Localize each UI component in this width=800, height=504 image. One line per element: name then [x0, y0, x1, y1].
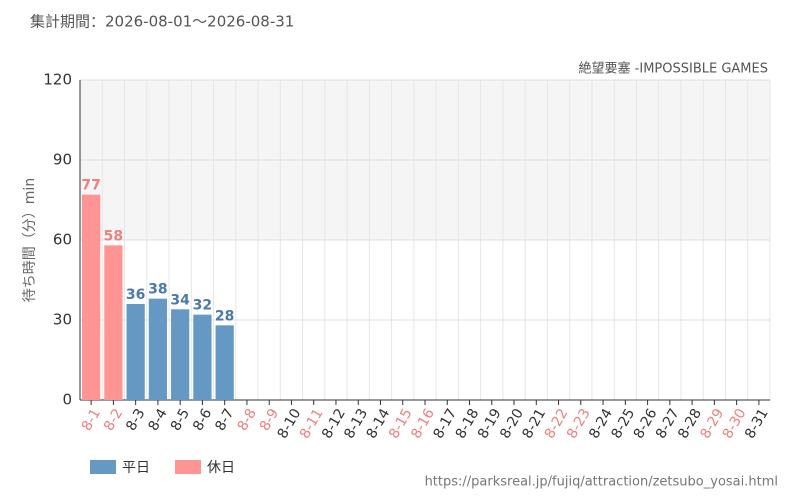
- data-label: 38: [148, 282, 167, 298]
- y-tick-label: 30: [53, 311, 72, 329]
- source-url: https://parksreal.jp/fujiq/attraction/ze…: [425, 475, 778, 490]
- y-tick-label: 0: [62, 391, 72, 409]
- plot-band: [80, 80, 770, 160]
- legend-swatch: [90, 460, 116, 474]
- x-tick-label: 8-3: [123, 406, 148, 434]
- x-tick-label: 8-8: [235, 406, 260, 434]
- x-tick-label: 8-6: [190, 406, 215, 434]
- bar: [193, 314, 212, 400]
- legend-label: 休日: [207, 460, 235, 476]
- x-tick-label: 8-1: [79, 406, 104, 434]
- x-tick-label: 8-2: [101, 406, 126, 434]
- bar: [126, 304, 145, 400]
- y-tick-label: 90: [53, 151, 72, 169]
- plot-band: [80, 160, 770, 240]
- legend-swatch: [175, 460, 201, 474]
- bar: [215, 325, 234, 400]
- data-label: 36: [126, 287, 145, 303]
- data-label: 32: [193, 298, 212, 314]
- x-tick-label: 8-5: [168, 406, 193, 434]
- data-label: 58: [104, 228, 123, 244]
- x-tick-label: 8-4: [146, 406, 171, 434]
- data-label: 34: [170, 292, 190, 308]
- x-tick-label: 8-31: [742, 406, 772, 442]
- bar: [171, 309, 190, 400]
- legend-label: 平日: [122, 460, 150, 476]
- bar: [148, 298, 168, 400]
- data-label: 28: [215, 308, 234, 324]
- data-label: 77: [81, 178, 100, 194]
- bar: [82, 194, 101, 400]
- y-tick-label: 60: [53, 231, 72, 249]
- bar: [104, 245, 123, 400]
- y-axis-label: 待ち時間（分）min: [22, 178, 38, 302]
- chart-title: 絶望要塞 -IMPOSSIBLE GAMES: [579, 61, 768, 77]
- chart-subtitle: 集計期間：2026-08-01〜2026-08-31: [30, 13, 294, 31]
- y-tick-label: 120: [43, 71, 72, 89]
- x-tick-label: 8-7: [212, 406, 237, 434]
